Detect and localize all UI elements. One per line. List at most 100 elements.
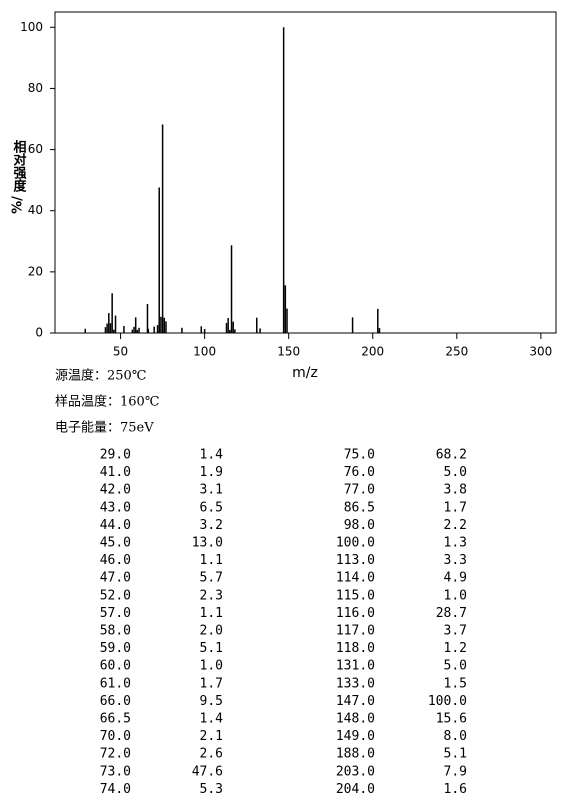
- table-intensity: 2.1: [200, 729, 223, 744]
- table-intensity: 68.2: [436, 448, 467, 463]
- table-intensity: 5.0: [444, 659, 467, 674]
- table-mz: 70.0: [100, 729, 131, 744]
- plot-frame: [54, 11, 557, 334]
- table-mz: 58.0: [100, 624, 131, 639]
- table-mz: 45.0: [100, 536, 131, 551]
- y-axis-label: 相对强度: [11, 139, 27, 193]
- table-mz: 60.0: [100, 659, 131, 674]
- table-mz: 116.0: [336, 606, 375, 621]
- table-intensity: 2.6: [200, 747, 223, 762]
- table-intensity: 9.5: [200, 694, 223, 709]
- table-mz: 204.0: [336, 782, 375, 797]
- x-tick-label: 200: [361, 345, 384, 359]
- x-tick-label: 150: [277, 345, 300, 359]
- table-mz: 114.0: [336, 571, 375, 586]
- table-intensity: 5.7: [200, 571, 223, 586]
- x-tick-label: 50: [113, 345, 128, 359]
- table-intensity: 1.9: [200, 465, 223, 480]
- table-intensity: 1.5: [444, 676, 467, 691]
- table-mz: 76.0: [344, 465, 375, 480]
- table-mz: 188.0: [336, 747, 375, 762]
- table-mz: 74.0: [100, 782, 131, 797]
- y-tick-label: 20: [28, 264, 43, 278]
- table-intensity: 13.0: [192, 536, 223, 551]
- y-tick-label: 40: [28, 203, 43, 217]
- table-intensity: 6.5: [200, 500, 223, 515]
- table-intensity: 28.7: [436, 606, 467, 621]
- table-mz: 203.0: [336, 764, 375, 779]
- table-intensity: 15.6: [436, 712, 467, 727]
- table-mz: 75.0: [344, 448, 375, 463]
- table-mz: 29.0: [100, 448, 131, 463]
- table-intensity: 1.4: [200, 712, 224, 727]
- condition: 样品温度：160℃: [55, 394, 159, 410]
- table-mz: 66.5: [100, 712, 131, 727]
- table-intensity: 7.9: [444, 764, 467, 779]
- table-mz: 147.0: [336, 694, 375, 709]
- table-intensity: 1.7: [444, 500, 467, 515]
- table-mz: 115.0: [336, 588, 375, 603]
- table-mz: 113.0: [336, 553, 375, 568]
- table-intensity: 5.1: [444, 747, 467, 762]
- condition: 电子能量：75eV: [55, 421, 154, 436]
- table-mz: 77.0: [344, 483, 375, 498]
- table-mz: 61.0: [100, 676, 131, 691]
- table-mz: 47.0: [100, 571, 131, 586]
- table-intensity: 1.6: [444, 782, 467, 797]
- table-intensity: 1.2: [444, 641, 467, 656]
- table-mz: 148.0: [336, 712, 375, 727]
- table-mz: 43.0: [100, 500, 131, 515]
- table-intensity: 3.3: [444, 553, 467, 568]
- table-intensity: 1.4: [200, 448, 224, 463]
- table-mz: 44.0: [100, 518, 131, 533]
- table-intensity: 100.0: [428, 694, 467, 709]
- table-intensity: 2.0: [200, 624, 223, 639]
- table-intensity: 1.7: [200, 676, 223, 691]
- table-intensity: 1.1: [200, 553, 223, 568]
- y-tick-label: 80: [28, 81, 43, 95]
- table-mz: 46.0: [100, 553, 131, 568]
- x-tick-label: 300: [529, 345, 552, 359]
- table-intensity: 1.0: [200, 659, 223, 674]
- table-intensity: 2.2: [444, 518, 467, 533]
- table-mz: 86.5: [344, 500, 375, 515]
- table-intensity: 1.1: [200, 606, 223, 621]
- table-mz: 59.0: [100, 641, 131, 656]
- table-mz: 73.0: [100, 764, 131, 779]
- table-intensity: 1.0: [444, 588, 467, 603]
- condition: 源温度：250℃: [55, 368, 146, 384]
- table-intensity: 4.9: [444, 571, 467, 586]
- table-mz: 118.0: [336, 641, 375, 656]
- table-mz: 66.0: [100, 694, 131, 709]
- table-intensity: 5.3: [200, 782, 223, 797]
- table-intensity: 5.1: [200, 641, 223, 656]
- table-mz: 131.0: [336, 659, 375, 674]
- table-intensity: 3.2: [200, 518, 223, 533]
- y-tick-label: 60: [28, 142, 43, 156]
- x-tick-label: 250: [445, 345, 468, 359]
- table-mz: 133.0: [336, 676, 375, 691]
- table-intensity: 3.1: [200, 483, 223, 498]
- table-intensity: 5.0: [444, 465, 467, 480]
- table-mz: 41.0: [100, 465, 131, 480]
- table-mz: 72.0: [100, 747, 131, 762]
- y-tick-label: 0: [35, 326, 43, 340]
- table-mz: 52.0: [100, 588, 131, 603]
- table-mz: 100.0: [336, 536, 375, 551]
- table-intensity: 47.6: [192, 764, 223, 779]
- table-intensity: 3.7: [444, 624, 467, 639]
- table-intensity: 3.8: [444, 483, 467, 498]
- table-mz: 149.0: [336, 729, 375, 744]
- table-intensity: 8.0: [444, 729, 467, 744]
- table-mz: 57.0: [100, 606, 131, 621]
- x-tick-label: 100: [193, 345, 216, 359]
- table-mz: 42.0: [100, 483, 131, 498]
- table-mz: 117.0: [336, 624, 375, 639]
- y-tick-label: 100: [20, 20, 43, 34]
- table-intensity: 2.3: [200, 588, 223, 603]
- table-mz: 98.0: [344, 518, 375, 533]
- table-intensity: 1.3: [444, 536, 467, 551]
- y-axis-unit: %/: [11, 196, 26, 214]
